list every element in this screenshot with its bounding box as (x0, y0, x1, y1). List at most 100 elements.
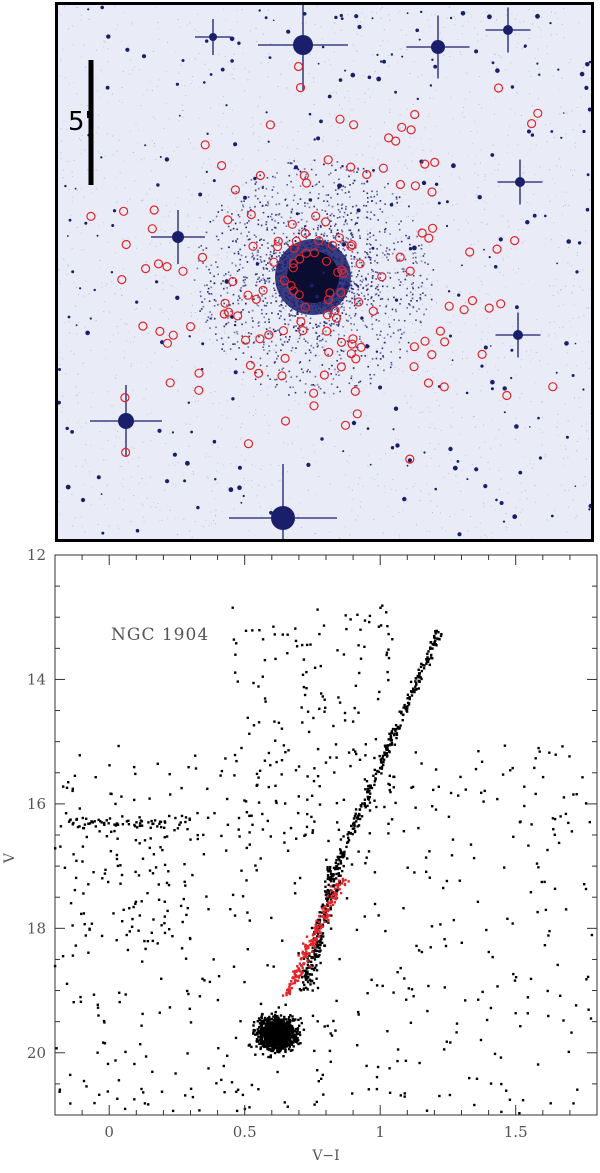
noise-pixel (192, 387, 193, 388)
cluster-star (199, 310, 201, 312)
cluster-star (271, 255, 273, 257)
cluster-star (372, 271, 374, 273)
cluster-star (261, 239, 263, 241)
noise-pixel (459, 51, 460, 52)
cluster-star (267, 375, 269, 377)
cluster-star (379, 208, 381, 210)
noise-pixel (209, 525, 210, 526)
cluster-star (233, 294, 235, 296)
noise-pixel (205, 197, 206, 198)
field-star (407, 12, 409, 14)
noise-pixel (565, 445, 566, 446)
field-star (205, 39, 208, 42)
cluster-star (327, 240, 329, 242)
noise-pixel (349, 535, 350, 536)
cluster-star (267, 201, 269, 203)
cluster-star (330, 373, 332, 375)
noise-pixel (92, 192, 93, 193)
noise-pixel (270, 386, 271, 387)
noise-pixel (255, 336, 256, 337)
noise-pixel (495, 195, 496, 196)
noise-pixel (96, 188, 97, 189)
noise-pixel (563, 466, 564, 467)
noise-pixel (399, 535, 400, 536)
noise-pixel (271, 379, 272, 380)
noise-pixel (380, 10, 381, 11)
field-star (100, 156, 102, 158)
noise-pixel (364, 102, 365, 103)
bright-star (486, 8, 531, 53)
member-marker (421, 160, 429, 168)
field-star (368, 76, 372, 80)
noise-pixel (121, 319, 122, 320)
cluster-star (377, 289, 379, 291)
cluster-star (234, 253, 236, 255)
noise-pixel (308, 194, 309, 195)
noise-pixel (395, 268, 396, 269)
member-marker (244, 291, 252, 299)
cluster-star (259, 239, 261, 241)
noise-pixel (157, 503, 158, 504)
field-star (490, 345, 492, 347)
noise-pixel (377, 474, 378, 475)
noise-pixel (210, 392, 211, 393)
cluster-star (257, 258, 259, 260)
cluster-star (402, 268, 404, 270)
cluster-star (265, 224, 267, 226)
noise-pixel (482, 222, 483, 223)
cluster-star (353, 281, 355, 283)
noise-pixel (401, 236, 402, 237)
noise-pixel (427, 531, 428, 532)
noise-pixel (77, 395, 78, 396)
cluster-star (325, 210, 327, 212)
noise-pixel (398, 12, 399, 13)
noise-pixel (306, 470, 307, 471)
noise-pixel (416, 253, 417, 254)
noise-pixel (296, 339, 297, 340)
cluster-star (263, 278, 265, 280)
noise-pixel (526, 351, 527, 352)
noise-pixel (352, 380, 353, 381)
cluster-star (208, 293, 210, 295)
cluster-star (404, 320, 406, 322)
cluster-star (293, 233, 295, 235)
bright-star (151, 210, 205, 264)
noise-pixel (518, 442, 519, 443)
cluster-star (211, 314, 213, 316)
noise-pixel (282, 146, 283, 147)
noise-pixel (186, 176, 187, 177)
cluster-star (326, 213, 328, 215)
noise-pixel (345, 331, 346, 332)
noise-pixel (116, 177, 117, 178)
cluster-star (399, 342, 401, 344)
noise-pixel (111, 281, 112, 282)
noise-pixel (334, 372, 335, 373)
noise-pixel (341, 480, 342, 481)
cluster-star (299, 230, 301, 232)
noise-pixel (61, 411, 62, 412)
cluster-star (266, 313, 268, 315)
noise-pixel (367, 357, 368, 358)
noise-pixel (209, 159, 210, 160)
field-star (339, 78, 343, 82)
noise-pixel (132, 390, 133, 391)
field-star (589, 61, 591, 64)
noise-pixel (172, 366, 173, 367)
noise-pixel (547, 53, 548, 54)
cluster-star (274, 227, 276, 229)
cluster-star (342, 231, 344, 233)
noise-pixel (155, 118, 156, 119)
cluster-star (413, 275, 415, 277)
noise-pixel (219, 220, 220, 221)
cluster-star (373, 235, 375, 237)
noise-pixel (300, 503, 301, 504)
noise-pixel (506, 15, 507, 16)
field-star (213, 179, 216, 182)
cluster-star (267, 247, 269, 249)
noise-pixel (477, 41, 478, 42)
noise-pixel (105, 42, 106, 43)
noise-pixel (510, 109, 511, 110)
noise-pixel (338, 127, 339, 128)
noise-pixel (570, 59, 571, 60)
